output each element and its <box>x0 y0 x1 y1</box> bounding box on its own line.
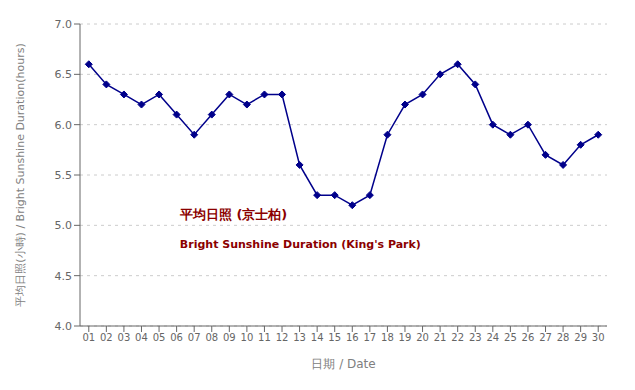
svg-text:日期 / Date: 日期 / Date <box>311 357 375 371</box>
svg-text:12: 12 <box>276 332 289 343</box>
svg-text:21: 21 <box>434 332 447 343</box>
svg-text:23: 23 <box>469 332 482 343</box>
svg-text:18: 18 <box>381 332 394 343</box>
svg-text:26: 26 <box>522 332 535 343</box>
svg-text:平均日照(小時) / Bright Sunshine Dur: 平均日照(小時) / Bright Sunshine Duration(hour… <box>14 43 27 306</box>
svg-text:6.5: 6.5 <box>55 68 73 81</box>
svg-text:6.0: 6.0 <box>55 119 73 132</box>
svg-text:17: 17 <box>363 332 376 343</box>
svg-text:04: 04 <box>135 332 148 343</box>
svg-text:02: 02 <box>100 332 113 343</box>
svg-text:5.5: 5.5 <box>55 169 73 182</box>
svg-text:22: 22 <box>451 332 464 343</box>
svg-text:15: 15 <box>328 332 341 343</box>
svg-text:Bright Sunshine Duration (King: Bright Sunshine Duration (King's Park) <box>180 238 421 251</box>
svg-text:13: 13 <box>293 332 306 343</box>
svg-text:14: 14 <box>311 332 324 343</box>
svg-text:27: 27 <box>539 332 552 343</box>
svg-text:11: 11 <box>258 332 271 343</box>
svg-text:16: 16 <box>346 332 359 343</box>
svg-text:03: 03 <box>118 332 131 343</box>
svg-text:05: 05 <box>153 332 166 343</box>
svg-text:24: 24 <box>486 332 499 343</box>
svg-text:7.0: 7.0 <box>55 18 73 31</box>
svg-text:25: 25 <box>504 332 517 343</box>
svg-text:01: 01 <box>82 332 95 343</box>
svg-text:10: 10 <box>241 332 254 343</box>
svg-text:07: 07 <box>188 332 201 343</box>
svg-text:30: 30 <box>592 332 605 343</box>
svg-text:4.5: 4.5 <box>55 270 73 283</box>
svg-text:08: 08 <box>205 332 218 343</box>
svg-text:平均日照 (京士柏): 平均日照 (京士柏) <box>179 207 287 222</box>
svg-text:5.0: 5.0 <box>55 219 73 232</box>
svg-text:06: 06 <box>170 332 183 343</box>
svg-text:09: 09 <box>223 332 236 343</box>
svg-text:4.0: 4.0 <box>55 320 73 333</box>
svg-text:29: 29 <box>574 332 587 343</box>
svg-text:28: 28 <box>557 332 570 343</box>
svg-text:20: 20 <box>416 332 429 343</box>
svg-text:19: 19 <box>399 332 412 343</box>
